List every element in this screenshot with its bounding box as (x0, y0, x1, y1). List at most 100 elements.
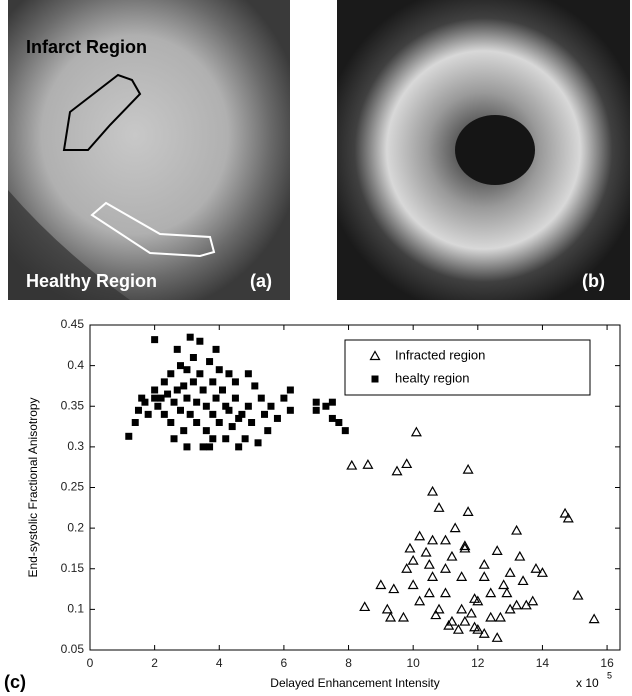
y-tick-label: 0.1 (67, 602, 84, 616)
y-tick-label: 0.3 (67, 439, 84, 453)
square-marker (161, 378, 168, 385)
square-marker (183, 366, 190, 373)
x-tick-label: 2 (151, 656, 158, 670)
square-marker (177, 407, 184, 414)
annotation: Infarct Region (26, 37, 147, 57)
square-marker (183, 395, 190, 402)
square-marker (171, 435, 178, 442)
square-marker (287, 407, 294, 414)
legend: Infracted region healty region (345, 340, 590, 395)
square-marker (329, 399, 336, 406)
square-marker (174, 346, 181, 353)
square-marker (225, 407, 232, 414)
square-marker (242, 435, 249, 442)
square-marker (313, 407, 320, 414)
square-marker (251, 382, 258, 389)
scatter-chart: 0.050.10.150.20.250.30.350.40.4502468101… (4, 317, 620, 692)
x-tick-label: 8 (345, 656, 352, 670)
x-tick-label: 14 (536, 656, 550, 670)
x-tick-label: 0 (87, 656, 94, 670)
square-marker (206, 358, 213, 365)
square-marker (209, 378, 216, 385)
square-marker (151, 387, 158, 394)
x-multiplier-exponent: 5 (607, 670, 612, 680)
shading (455, 115, 535, 185)
square-marker (232, 378, 239, 385)
square-marker (135, 407, 142, 414)
x-tick-label: 12 (471, 656, 485, 670)
y-tick-label: 0.2 (67, 520, 84, 534)
square-marker (193, 419, 200, 426)
panel-label: (b) (582, 271, 605, 291)
square-marker (280, 395, 287, 402)
square-marker (167, 370, 174, 377)
square-marker (335, 419, 342, 426)
square-marker (125, 433, 132, 440)
square-marker (190, 378, 197, 385)
square-marker (264, 427, 271, 434)
x-tick-label: 10 (406, 656, 420, 670)
square-marker (203, 403, 210, 410)
square-marker (216, 419, 223, 426)
square-marker (141, 399, 148, 406)
panel-label: (a) (250, 271, 272, 291)
square-marker (213, 395, 220, 402)
square-marker (174, 387, 181, 394)
x-multiplier: x 10 (576, 676, 599, 690)
square-marker (206, 443, 213, 450)
square-marker (151, 336, 158, 343)
y-tick-label: 0.45 (61, 317, 85, 331)
panel-b: (b) (337, 0, 630, 300)
square-marker (287, 387, 294, 394)
square-marker (209, 435, 216, 442)
square-marker (255, 439, 262, 446)
square-marker (154, 403, 161, 410)
square-marker (132, 419, 139, 426)
square-marker (200, 443, 207, 450)
square-marker (145, 411, 152, 418)
square-marker (209, 411, 216, 418)
panel-a: Infarct Region Healthy Region (a) (8, 0, 290, 300)
x-tick-label: 6 (281, 656, 288, 670)
square-marker (322, 403, 329, 410)
square-marker (171, 399, 178, 406)
square-marker (167, 419, 174, 426)
square-marker (196, 338, 203, 345)
legend-label: healty region (395, 370, 469, 385)
square-marker (248, 419, 255, 426)
y-axis-label: End-systolic Fractional Anisotropy (26, 397, 40, 577)
legend-label: Infracted region (395, 347, 485, 362)
square-marker (222, 435, 229, 442)
square-marker (177, 362, 184, 369)
square-marker (261, 411, 268, 418)
square-marker (158, 395, 165, 402)
square-marker (267, 403, 274, 410)
y-tick-label: 0.25 (61, 480, 85, 494)
square-marker (164, 391, 171, 398)
square-marker (225, 370, 232, 377)
x-tick-label: 4 (216, 656, 223, 670)
square-marker (187, 411, 194, 418)
square-marker (161, 411, 168, 418)
square-marker (245, 370, 252, 377)
square-marker (245, 403, 252, 410)
square-marker (193, 399, 200, 406)
square-marker (342, 427, 349, 434)
square-marker (232, 395, 239, 402)
figure: Infarct Region Healthy Region (a) (b) 0.… (0, 0, 632, 696)
square-marker (372, 376, 379, 383)
x-axis-label: Delayed Enhancement Intensity (270, 676, 439, 690)
square-marker (238, 411, 245, 418)
square-marker (203, 427, 210, 434)
annotation: Healthy Region (26, 271, 157, 291)
square-marker (229, 423, 236, 430)
square-marker (219, 387, 226, 394)
square-marker (258, 395, 265, 402)
square-marker (313, 399, 320, 406)
panel-label: (c) (4, 672, 26, 692)
square-marker (235, 443, 242, 450)
square-marker (190, 354, 197, 361)
square-marker (196, 370, 203, 377)
y-tick-label: 0.15 (61, 561, 85, 575)
square-marker (180, 427, 187, 434)
